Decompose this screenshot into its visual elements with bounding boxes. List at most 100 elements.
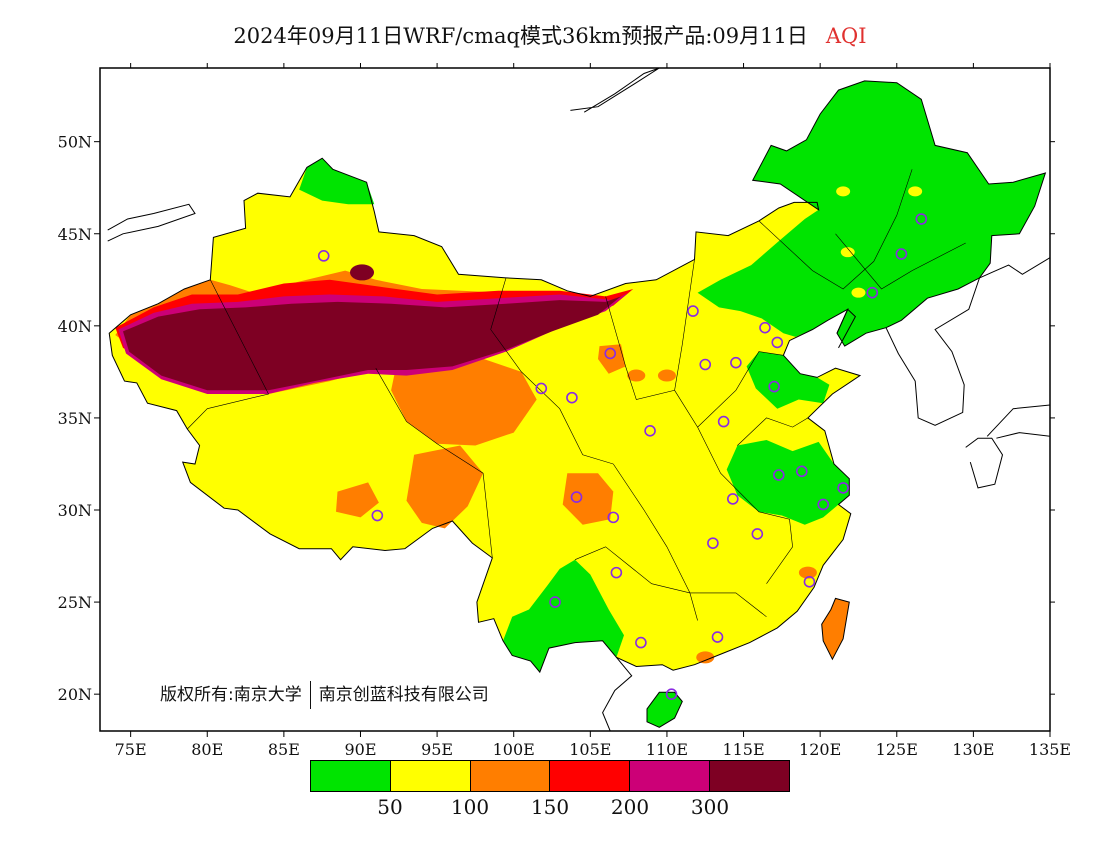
- city-marker: [803, 576, 816, 588]
- city-marker: [665, 688, 678, 700]
- neighbour-coastline: [979, 257, 1050, 279]
- yellow-spot: [908, 186, 923, 197]
- city-marker: [707, 537, 719, 549]
- neighbour-coastline: [602, 656, 633, 731]
- city-marker: [570, 491, 583, 503]
- city-marker: [759, 321, 771, 334]
- aqi-colorbar: [310, 760, 790, 792]
- province-boundary: [835, 233, 966, 290]
- orange-spot: [604, 356, 623, 369]
- y-tick-label: 50N: [58, 133, 92, 152]
- city-marker: [566, 391, 578, 404]
- colorbar-segment: [630, 761, 711, 791]
- maroon-turpan-spot: [350, 264, 375, 281]
- colorbar-label: 50: [377, 795, 403, 819]
- province-boundary: [674, 351, 784, 428]
- city-marker: [837, 482, 849, 494]
- x-tick-label: 115E: [722, 740, 764, 759]
- neighbour-coastline: [836, 308, 857, 349]
- city-marker: [635, 636, 647, 649]
- green-north-xinjiang: [299, 158, 375, 205]
- y-tick-label: 20N: [58, 685, 92, 704]
- colorbar-label: 200: [610, 795, 650, 819]
- orange-central-tibet: [336, 482, 379, 518]
- y-tick-label: 45N: [58, 225, 92, 244]
- city-marker: [730, 356, 742, 369]
- city-marker: [610, 566, 623, 579]
- city-marker: [717, 415, 730, 428]
- title-variable: AQI: [825, 24, 867, 48]
- copyright-right: 南京创蓝科技有限公司: [318, 685, 489, 705]
- city-marker: [751, 528, 764, 540]
- china-border: [108, 80, 1047, 674]
- orange-spot: [657, 369, 676, 382]
- green-northeast: [697, 80, 1046, 347]
- x-tick-label: 120E: [799, 740, 841, 759]
- x-tick-label: 125E: [876, 740, 918, 759]
- city-marker: [607, 511, 620, 524]
- x-tick-label: 110E: [646, 740, 688, 759]
- colorbar-label: 100: [450, 795, 490, 819]
- orange-qinghai: [391, 353, 537, 446]
- x-tick-label: 85E: [268, 740, 300, 759]
- neighbour-coastline: [107, 203, 196, 242]
- colorbar-segment: [710, 761, 789, 791]
- y-tick-label: 30N: [58, 501, 92, 520]
- province-boundary: [737, 417, 809, 446]
- orange-spot: [627, 369, 646, 382]
- yellow-spot: [836, 186, 851, 197]
- axis-ticks: 75E 80E 85E 90E 95E 100E 105E 110E 115E 120E 125E 1…: [58, 63, 1071, 759]
- city-marker: [371, 509, 384, 522]
- x-tick-label: 90E: [344, 740, 376, 759]
- city-marker: [772, 469, 785, 481]
- copyright-left: 版权所有:南京大学: [160, 685, 302, 705]
- green-yunnan: [503, 559, 624, 673]
- map-title: 2024年09月11日WRF/cmaq模式36km预报产品:09月11日 AQI: [0, 20, 1100, 50]
- taiwan-border: [821, 597, 850, 661]
- city-marker: [817, 498, 830, 511]
- x-tick-label: 105E: [569, 740, 611, 759]
- colorbar-segment: [470, 761, 551, 791]
- neighbour-coastline: [885, 277, 980, 426]
- city-marker: [895, 248, 908, 260]
- green-north-plain: [746, 351, 830, 409]
- neighbour-coastline: [965, 437, 1004, 489]
- neighbour-coastline: [986, 404, 1050, 439]
- city-marker: [535, 382, 548, 395]
- orange-east-tibet: [406, 445, 484, 529]
- city-marker: [727, 493, 739, 505]
- x-tick-label: 75E: [115, 740, 147, 759]
- city-marker: [771, 336, 784, 349]
- x-tick-label: 80E: [191, 740, 223, 759]
- colorbar-label: 150: [530, 795, 570, 819]
- map-frame: [99, 67, 1051, 732]
- city-marker: [317, 250, 330, 262]
- city-marker: [768, 380, 780, 393]
- orange-sichuan: [562, 473, 614, 525]
- copyright-separator: [309, 681, 311, 709]
- city-marker: [644, 425, 656, 437]
- y-tick-label: 25N: [58, 593, 92, 612]
- province-boundary: [375, 368, 493, 558]
- x-tick-label: 130E: [952, 740, 994, 759]
- colorbar-label: 300: [690, 795, 730, 819]
- copyright-text: 版权所有:南京大学 南京创蓝科技有限公司: [160, 680, 489, 709]
- city-marker: [549, 596, 561, 608]
- colorbar-segment: [390, 761, 471, 791]
- province-boundary: [187, 279, 269, 430]
- city-marker: [711, 631, 724, 643]
- y-tick-label: 35N: [58, 409, 92, 428]
- province-boundary: [758, 169, 913, 290]
- title-main: 2024年09月11日WRF/cmaq模式36km预报产品:09月11日: [233, 24, 808, 48]
- x-tick-label: 135E: [1029, 740, 1071, 759]
- province-boundary: [613, 463, 698, 621]
- yellow-spot: [851, 287, 866, 298]
- hainan-region: [647, 692, 683, 728]
- map-content: [107, 68, 1050, 731]
- y-tick-label: 40N: [58, 317, 92, 336]
- province-boundary: [605, 259, 695, 400]
- yellow-spot: [840, 247, 855, 258]
- colorbar-segment: [311, 761, 391, 791]
- orange-spot: [798, 566, 817, 579]
